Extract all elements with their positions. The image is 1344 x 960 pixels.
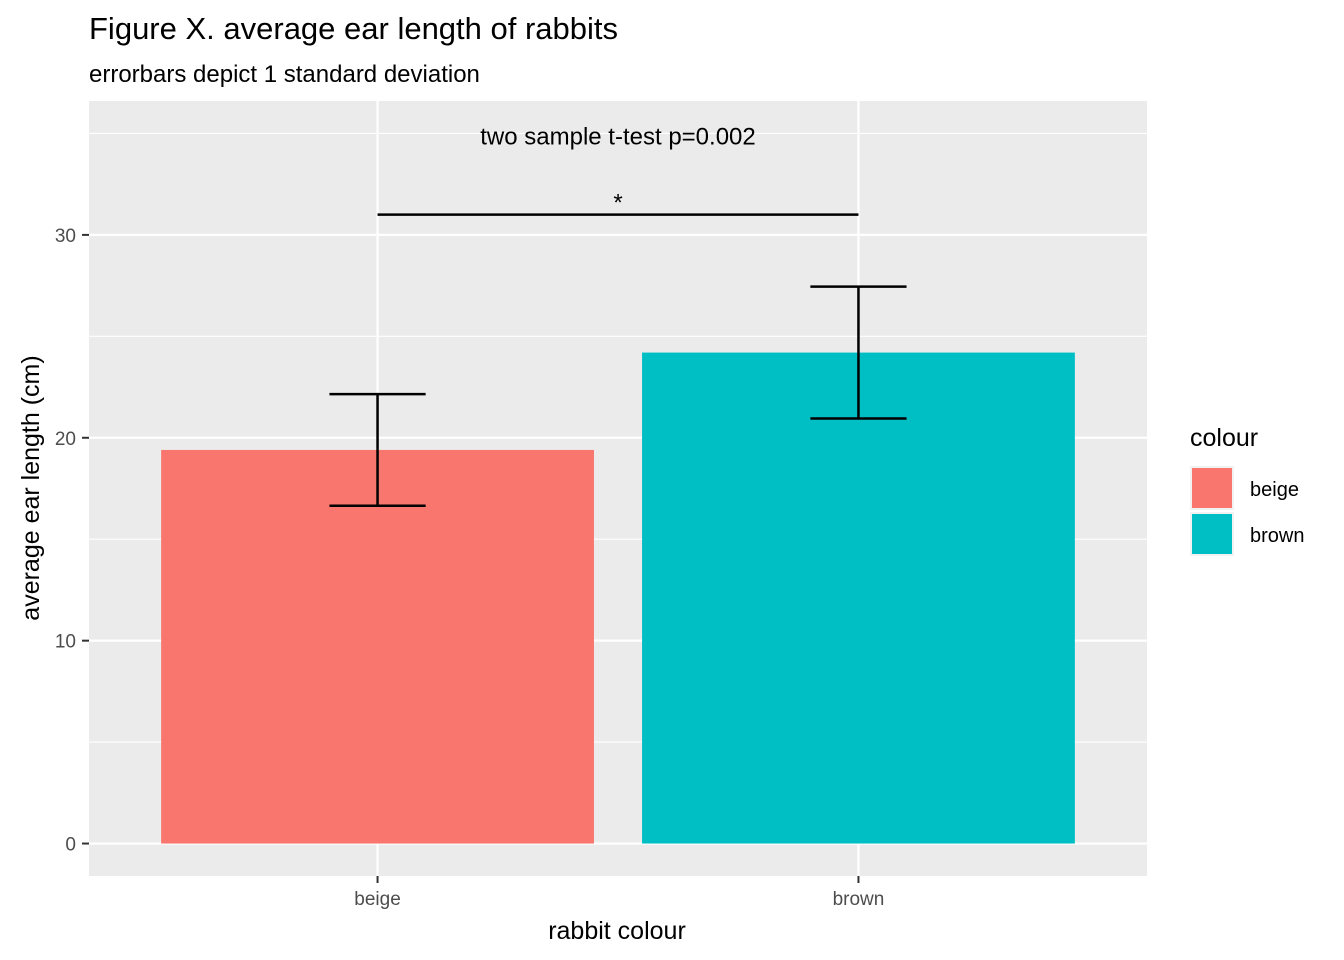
bars bbox=[161, 352, 1075, 844]
legend-swatch-beige bbox=[1192, 468, 1232, 508]
x-axis: beige brown bbox=[354, 876, 884, 910]
error-bars bbox=[329, 285, 907, 507]
x-tick-label: brown bbox=[833, 889, 885, 910]
y-tick-label: 10 bbox=[55, 632, 76, 653]
legend-label-beige: beige bbox=[1250, 479, 1299, 501]
error-bar-beige bbox=[329, 392, 426, 507]
y-axis-title: average ear length (cm) bbox=[17, 355, 45, 620]
y-axis: 0 10 20 30 bbox=[55, 226, 89, 856]
y-tick-label: 20 bbox=[55, 429, 76, 450]
error-bar-brown bbox=[810, 285, 907, 420]
significance-annotation: two sample t-test p=0.002 * bbox=[377, 124, 859, 217]
legend-label-brown: brown bbox=[1250, 525, 1304, 547]
legend-swatch-brown bbox=[1192, 514, 1232, 554]
y-tick-label: 30 bbox=[55, 226, 76, 247]
legend: colour beige brown bbox=[1190, 424, 1304, 556]
bar-beige bbox=[161, 449, 594, 844]
t-test-label: two sample t-test p=0.002 bbox=[480, 124, 755, 151]
significance-star: * bbox=[613, 190, 622, 217]
bar-brown bbox=[642, 352, 1075, 844]
chart-subtitle: errorbars depict 1 standard deviation bbox=[89, 61, 480, 88]
x-axis-title: rabbit colour bbox=[548, 917, 686, 945]
legend-title: colour bbox=[1190, 424, 1258, 452]
x-tick-label: beige bbox=[354, 889, 401, 910]
chart-title: Figure X. average ear length of rabbits bbox=[89, 11, 618, 46]
y-tick-label: 0 bbox=[65, 835, 76, 856]
